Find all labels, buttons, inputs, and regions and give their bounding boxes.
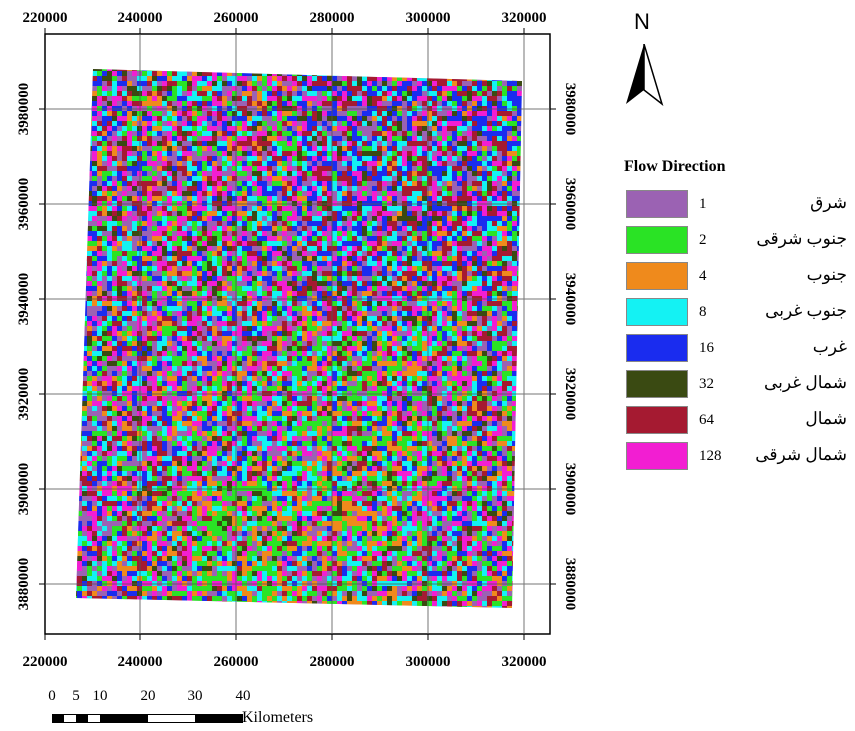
legend-item: 2 جنوب شرقی xyxy=(626,226,851,256)
legend-swatch xyxy=(626,226,688,254)
x-tick-label-bottom: 220000 xyxy=(23,654,68,670)
y-tick-label-right: 3980000 xyxy=(562,83,578,136)
x-tick-label-top: 220000 xyxy=(23,10,68,26)
north-arrow-icon xyxy=(626,44,664,106)
scale-tick-label: 40 xyxy=(235,688,251,704)
legend-item: 1 شرق xyxy=(626,190,851,220)
y-tick-label-left: 3880000 xyxy=(16,558,32,611)
legend-item: 64 شمال xyxy=(626,406,851,436)
legend-swatch xyxy=(626,406,688,434)
y-tick-label-right: 3920000 xyxy=(562,368,578,421)
y-tick-label-left: 3920000 xyxy=(16,368,32,421)
x-tick-label-bottom: 260000 xyxy=(214,654,259,670)
legend-name: شرق xyxy=(810,193,847,212)
y-tick-label-left: 3960000 xyxy=(16,178,32,231)
y-tick-label-left: 3940000 xyxy=(16,273,32,326)
legend-item: 8 جنوب غربی xyxy=(626,298,851,328)
legend-name: شمال غربی xyxy=(763,373,847,392)
legend-title: Flow Direction xyxy=(624,158,726,175)
legend-swatch xyxy=(626,190,688,218)
legend-value: 2 xyxy=(699,232,707,248)
x-tick-label-top: 260000 xyxy=(214,10,259,26)
legend-swatch xyxy=(626,370,688,398)
scale-tick-label: 0 xyxy=(48,688,56,704)
north-label: N xyxy=(634,9,650,34)
legend-swatch xyxy=(626,262,688,290)
legend-name: شمال xyxy=(805,409,847,428)
x-tick-label-bottom: 240000 xyxy=(118,654,163,670)
legend-value: 8 xyxy=(699,304,707,320)
x-tick-label-top: 280000 xyxy=(310,10,355,26)
scale-unit: Kilometers xyxy=(242,709,314,726)
x-tick-label-bottom: 320000 xyxy=(502,654,547,670)
x-tick-label-top: 300000 xyxy=(406,10,451,26)
legend-name: جنوب xyxy=(806,265,847,284)
x-tick-label-bottom: 300000 xyxy=(406,654,451,670)
x-tick-label-top: 320000 xyxy=(502,10,547,26)
y-tick-label-left: 3980000 xyxy=(16,83,32,136)
legend-value: 16 xyxy=(699,340,714,356)
y-tick-label-right: 3900000 xyxy=(562,463,578,516)
legend-item: 4 جنوب xyxy=(626,262,851,292)
legend-name: غرب xyxy=(812,337,847,356)
legend-value: 1 xyxy=(699,196,707,212)
legend-value: 128 xyxy=(699,448,722,464)
legend: Flow Direction 1 شرق 2 جنوب شرقی 4 جنوب 8 جنوب … xyxy=(624,158,851,478)
scale-bar-graphic xyxy=(52,714,243,723)
legend-swatch xyxy=(626,298,688,326)
scale-tick-label: 30 xyxy=(187,688,203,704)
legend-item: 128 شمال شرقی xyxy=(626,442,851,472)
y-tick-label-left: 3900000 xyxy=(16,463,32,516)
y-tick-label-right: 3960000 xyxy=(562,178,578,231)
legend-value: 4 xyxy=(699,268,707,284)
legend-name: شمال شرقی xyxy=(755,445,847,464)
legend-value: 64 xyxy=(699,412,714,428)
legend-swatch xyxy=(626,442,688,470)
x-tick-label-bottom: 280000 xyxy=(310,654,355,670)
legend-name: جنوب شرقی xyxy=(756,229,847,248)
scale-tick-label: 10 xyxy=(92,688,108,704)
y-tick-label-right: 3880000 xyxy=(562,558,578,611)
legend-item: 16 غرب xyxy=(626,334,851,364)
legend-name: جنوب غربی xyxy=(765,301,847,320)
scale-tick-label: 20 xyxy=(140,688,156,704)
scale-tick-label: 5 xyxy=(72,688,80,704)
legend-value: 32 xyxy=(699,376,714,392)
legend-item: 32 شمال غربی xyxy=(626,370,851,400)
legend-swatch xyxy=(626,334,688,362)
x-tick-label-top: 240000 xyxy=(118,10,163,26)
y-tick-label-right: 3940000 xyxy=(562,273,578,326)
